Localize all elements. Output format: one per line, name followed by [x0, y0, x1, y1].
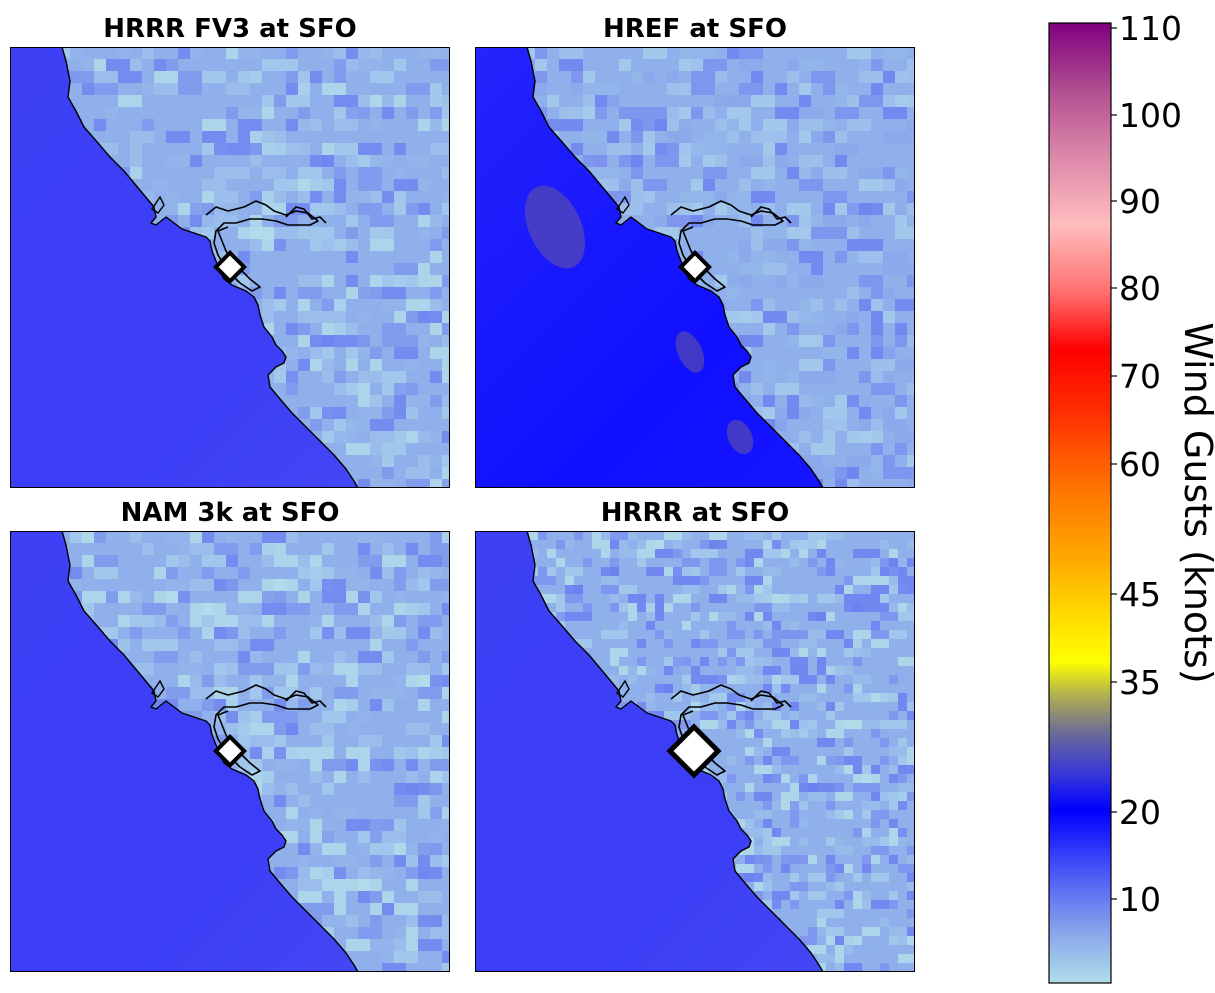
delta-shoreline: [285, 690, 327, 708]
sfo-station-marker: [213, 250, 247, 284]
colorbar: 110 100 90 80 70 60 45 35 20 10 Wind Gusts (knots…: [1048, 9, 1215, 984]
sfo-station-marker: [678, 250, 712, 284]
gust-blob: [524, 185, 586, 269]
map-canvas: [475, 47, 915, 488]
gust-blob: [675, 331, 705, 373]
colorbar-tick-label: 90: [1119, 182, 1161, 221]
map-canvas: [475, 531, 915, 972]
map-panel-href: [475, 47, 915, 488]
colorbar-tick-label: 70: [1119, 357, 1161, 396]
colorbar-tick-label: 80: [1119, 269, 1161, 308]
bay-shoreline: [205, 200, 319, 292]
colorbar-tick-label: 110: [1119, 9, 1182, 48]
delta-shoreline: [285, 206, 327, 224]
delta-shoreline: [750, 690, 792, 708]
point-reyes-shoreline: [616, 679, 630, 698]
map-canvas: [10, 47, 450, 488]
point-reyes-shoreline: [151, 679, 165, 698]
bay-shoreline: [205, 684, 319, 776]
map-frame: [10, 531, 450, 972]
point-reyes-shoreline: [616, 195, 630, 214]
map-frame: [475, 531, 915, 972]
gust-blob: [726, 419, 754, 455]
map-frame: [475, 47, 915, 488]
colorbar-gradient: [1048, 22, 1112, 984]
panel-title-fv3: HRRR FV3 at SFO: [103, 14, 357, 44]
panel-title-hrrr: HRRR at SFO: [600, 498, 790, 528]
bay-shoreline: [670, 200, 784, 292]
delta-shoreline: [750, 206, 792, 224]
colorbar-title: Wind Gusts (knots): [1176, 322, 1215, 683]
panel-title-href: HREF at SFO: [603, 14, 787, 44]
map-canvas: [10, 531, 450, 972]
colorbar-tick-label: 45: [1119, 575, 1161, 614]
colorbar-tick-label: 20: [1119, 793, 1161, 832]
colorbar-tick-label: 10: [1119, 880, 1161, 919]
colorbar-tick-label: 35: [1119, 663, 1161, 702]
colorbar-tick-label: 60: [1119, 445, 1161, 484]
colorbar-tick-label: 100: [1119, 96, 1182, 135]
map-panel-hrrr-fv3: [10, 47, 450, 488]
panel-title-nam: NAM 3k at SFO: [120, 498, 340, 528]
map-panel-nam-3k: [10, 531, 450, 972]
point-reyes-shoreline: [151, 195, 165, 214]
sfo-station-marker: [213, 734, 247, 768]
map-frame: [10, 47, 450, 488]
sfo-station-marker: [666, 723, 722, 779]
map-panel-hrrr: [475, 531, 915, 972]
